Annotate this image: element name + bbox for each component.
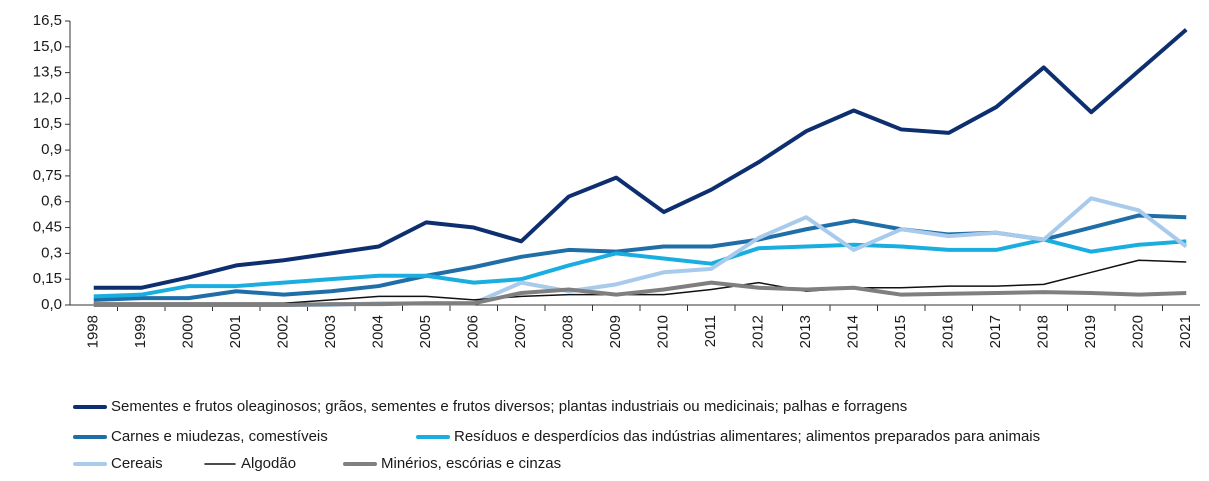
x-tick-label: 2020 bbox=[1130, 315, 1147, 348]
y-tick-label: 0,6 bbox=[41, 193, 62, 210]
x-tick-label: 2015 bbox=[892, 315, 909, 348]
y-tick-label: 0,15 bbox=[33, 270, 62, 287]
x-tick-label: 2012 bbox=[750, 315, 767, 348]
series-line bbox=[93, 196, 1188, 307]
x-tick-label: 1998 bbox=[85, 315, 102, 348]
x-tick-label: 2016 bbox=[940, 315, 957, 348]
x-tick-label: 2010 bbox=[655, 315, 672, 348]
legend-label: Cereais bbox=[111, 455, 163, 472]
x-tick-label: 2002 bbox=[275, 315, 292, 348]
y-tick-label: 0,3 bbox=[41, 244, 62, 261]
y-tick-label: 0,0 bbox=[41, 296, 62, 313]
x-tick-label: 2007 bbox=[512, 315, 529, 348]
legend-label: Algodão bbox=[241, 455, 296, 472]
y-tick-label: 13,5 bbox=[33, 64, 62, 81]
x-tick-label: 2018 bbox=[1035, 315, 1052, 348]
y-tick-label: 12,0 bbox=[33, 89, 62, 106]
legend-label: Minérios, escórias e cinzas bbox=[381, 455, 561, 472]
x-tick-label: 2014 bbox=[845, 315, 862, 348]
x-tick-label: 2004 bbox=[370, 315, 387, 348]
y-tick-label: 16,5 bbox=[33, 12, 62, 29]
x-tick-label: 2013 bbox=[797, 315, 814, 348]
legend-label: Sementes e frutos oleaginosos; grãos, se… bbox=[111, 398, 907, 415]
legend-label: Carnes e miudezas, comestíveis bbox=[111, 428, 328, 445]
x-tick-label: 2000 bbox=[180, 315, 197, 348]
x-tick-label: 2011 bbox=[702, 315, 719, 347]
y-tick-label: 10,5 bbox=[33, 115, 62, 132]
x-tick-label: 2021 bbox=[1177, 315, 1194, 348]
series-line bbox=[93, 280, 1187, 307]
x-tick-label: 2003 bbox=[322, 315, 339, 348]
series-line bbox=[93, 259, 1187, 305]
x-tick-label: 2009 bbox=[607, 315, 624, 348]
x-tick-label: 2001 bbox=[227, 315, 244, 348]
legend-label: Resíduos e desperdícios das indústrias a… bbox=[454, 428, 1040, 445]
series-line bbox=[93, 28, 1188, 290]
y-tick-label: 0,45 bbox=[33, 219, 62, 236]
y-tick-label: 15,0 bbox=[33, 38, 62, 55]
x-tick-label: 2019 bbox=[1082, 315, 1099, 348]
x-tick-label: 2008 bbox=[560, 315, 577, 348]
x-tick-label: 2006 bbox=[465, 315, 482, 348]
x-tick-label: 2017 bbox=[987, 315, 1004, 348]
y-tick-label: 0,9 bbox=[41, 141, 62, 158]
x-tick-label: 2005 bbox=[417, 315, 434, 348]
x-tick-label: 1999 bbox=[132, 315, 149, 348]
series-line bbox=[93, 237, 1187, 299]
y-tick-label: 0,75 bbox=[33, 167, 62, 184]
